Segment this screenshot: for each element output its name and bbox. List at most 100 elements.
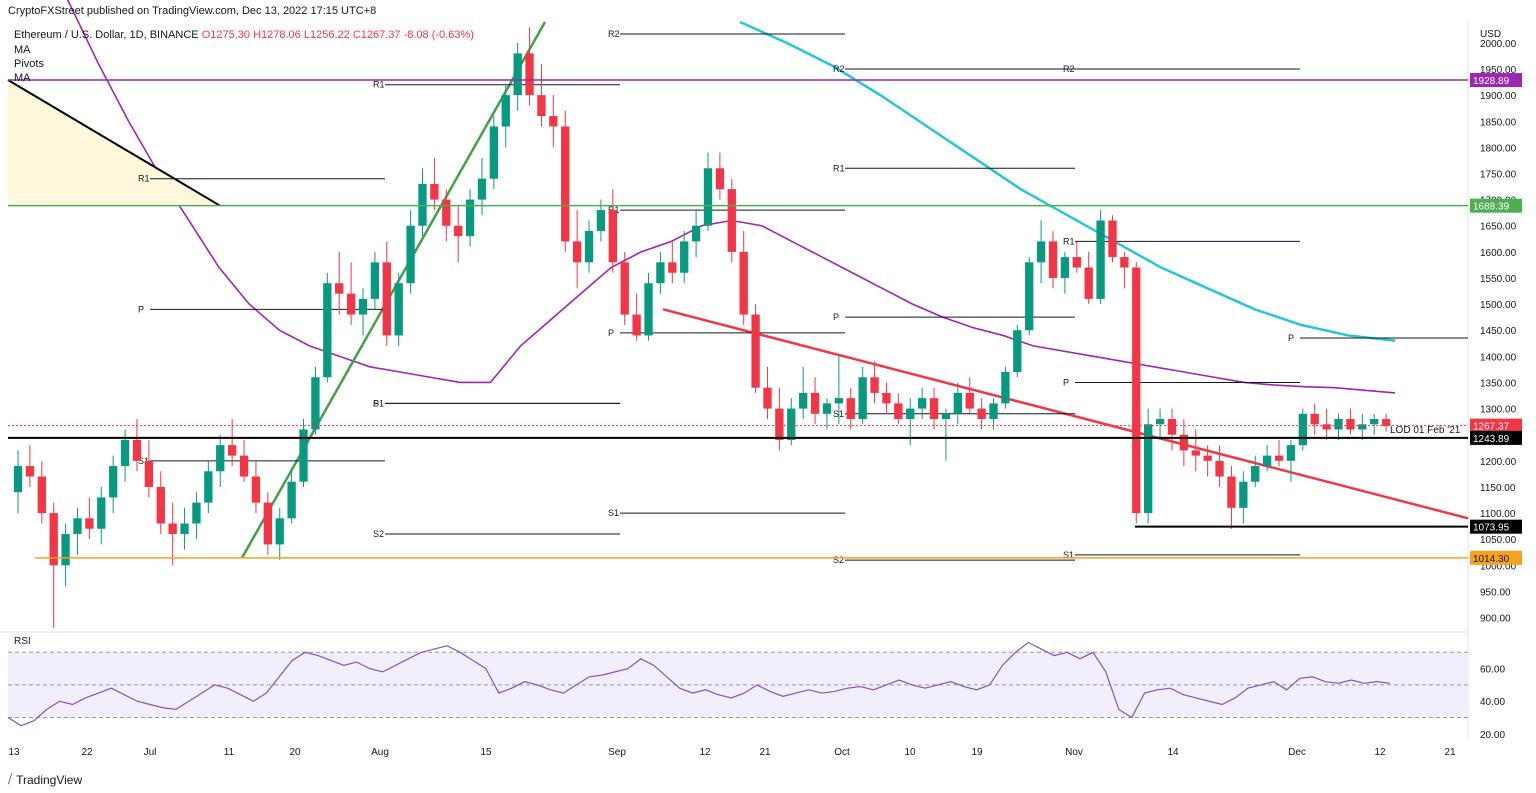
candle-body <box>1025 262 1034 331</box>
candle-body <box>763 387 772 409</box>
candle-body <box>144 460 154 487</box>
descending-black-line <box>7 79 221 207</box>
candle-body <box>1084 267 1093 299</box>
x-tick-label: 14 <box>1167 747 1179 758</box>
pivot-levels: R1PS1R1PS1S2R2R1PS1R2R1PS1S2R2R1PS1P <box>138 29 1468 565</box>
candle-body <box>870 377 879 393</box>
candle-body <box>513 53 522 96</box>
candle-body <box>1227 476 1236 508</box>
candle-body <box>620 262 629 315</box>
x-tick-label: 13 <box>8 747 20 758</box>
candle-body <box>858 377 867 420</box>
indicator-ma-2[interactable]: MA <box>14 72 31 84</box>
candle-body <box>275 518 284 545</box>
y-tick-label: 1600.00 <box>1480 248 1517 259</box>
symbol-open: O1275.30 <box>201 29 251 41</box>
candle-body <box>1013 330 1022 373</box>
candle-body <box>394 283 403 336</box>
candle-body <box>561 126 570 242</box>
x-tick-label: Jul <box>144 747 157 758</box>
candle-body <box>132 439 142 461</box>
indicator-ma[interactable]: MA <box>14 44 31 56</box>
published-header: CryptoFXStreet published on TradingView.… <box>8 5 377 17</box>
candle-body <box>608 210 617 263</box>
candle-body <box>227 445 237 456</box>
level-labels: 1928.891688.391267.3714:44:111243.891073… <box>8 73 1522 565</box>
symbol-name: Ethereum / U.S. Dollar, 1D, BINANCE <box>14 29 199 41</box>
candle-body <box>977 408 986 420</box>
y-tick-label: 1850.00 <box>1480 117 1517 128</box>
candle-body <box>1120 257 1129 268</box>
y-tick-label: 1400.00 <box>1480 352 1517 363</box>
candle-body <box>1322 424 1331 430</box>
candle-body <box>335 283 344 294</box>
y-tick-label: 1800.00 <box>1480 143 1517 154</box>
pivot-label: R2 <box>608 29 620 39</box>
level-value: 1014.30 <box>1473 554 1510 565</box>
tradingview-logo[interactable]: ⧸ TradingView <box>8 772 82 787</box>
candle-body <box>1239 481 1248 508</box>
x-tick-label: 12 <box>699 747 711 758</box>
y-tick-label: 1750.00 <box>1480 170 1517 181</box>
candle-body <box>941 413 951 420</box>
candle-body <box>204 471 213 503</box>
candle-body <box>1274 455 1284 461</box>
candle-body <box>929 398 939 420</box>
candle-body <box>501 95 510 127</box>
y-tick-label: 1900.00 <box>1480 91 1517 102</box>
ma-line <box>739 20 1396 342</box>
pivot-label: P <box>833 312 839 322</box>
y-tick-label: 2000.00 <box>1480 39 1517 50</box>
currency-label: USD <box>1480 29 1501 40</box>
candle-body <box>917 398 927 409</box>
candle-body <box>1155 419 1165 425</box>
candle-body <box>97 497 106 529</box>
symbol-high: H1278.06 <box>253 29 301 41</box>
candle-body <box>1310 413 1319 425</box>
candle-body <box>418 183 427 226</box>
candle-body <box>680 241 689 273</box>
ascending-green-line <box>240 21 547 559</box>
y-tick-label: 1300.00 <box>1480 405 1517 416</box>
pivot-label: S1 <box>138 456 149 466</box>
rsi-tick: 20.00 <box>1480 730 1505 741</box>
candle-body <box>263 502 272 545</box>
y-tick-label: 1500.00 <box>1480 300 1517 311</box>
candle-body <box>1262 455 1272 467</box>
candle-body <box>906 408 915 420</box>
candle-body <box>251 476 261 503</box>
candle-body <box>442 199 451 226</box>
candle-body <box>216 445 225 472</box>
level-value: 1073.95 <box>1473 523 1510 534</box>
candle-body <box>477 178 487 200</box>
candle-body <box>13 466 23 493</box>
logo-icon: ⧸ <box>8 772 13 786</box>
pivot-label: S2 <box>373 529 384 539</box>
candles <box>13 27 1391 628</box>
level-value: 1243.89 <box>1473 434 1510 445</box>
candle-body <box>1167 419 1177 435</box>
candle-body <box>537 95 546 117</box>
candle-body <box>810 392 820 414</box>
candle-body <box>1001 372 1010 404</box>
level-badge <box>1470 73 1522 88</box>
ma-line <box>66 0 1396 394</box>
candle-body <box>596 210 606 231</box>
candle-body <box>1060 257 1070 278</box>
candle-body <box>572 241 582 263</box>
candle-body <box>668 262 677 273</box>
candle-body <box>287 481 296 519</box>
candle-body <box>1334 419 1343 430</box>
candle-body <box>239 455 249 477</box>
candle-body <box>1144 424 1153 514</box>
x-tick-label: 12 <box>1374 747 1386 758</box>
candle-body <box>632 314 641 336</box>
pivot-label: P <box>608 328 614 338</box>
level-badge <box>1470 198 1522 213</box>
indicator-pivots[interactable]: Pivots <box>14 58 44 70</box>
y-tick-label: 1650.00 <box>1480 222 1517 233</box>
rsi-pane: RSI 20.00 40.00 60.00 <box>7 636 1505 741</box>
candle-body <box>715 168 725 190</box>
y-tick-label: 950.00 <box>1480 587 1511 598</box>
